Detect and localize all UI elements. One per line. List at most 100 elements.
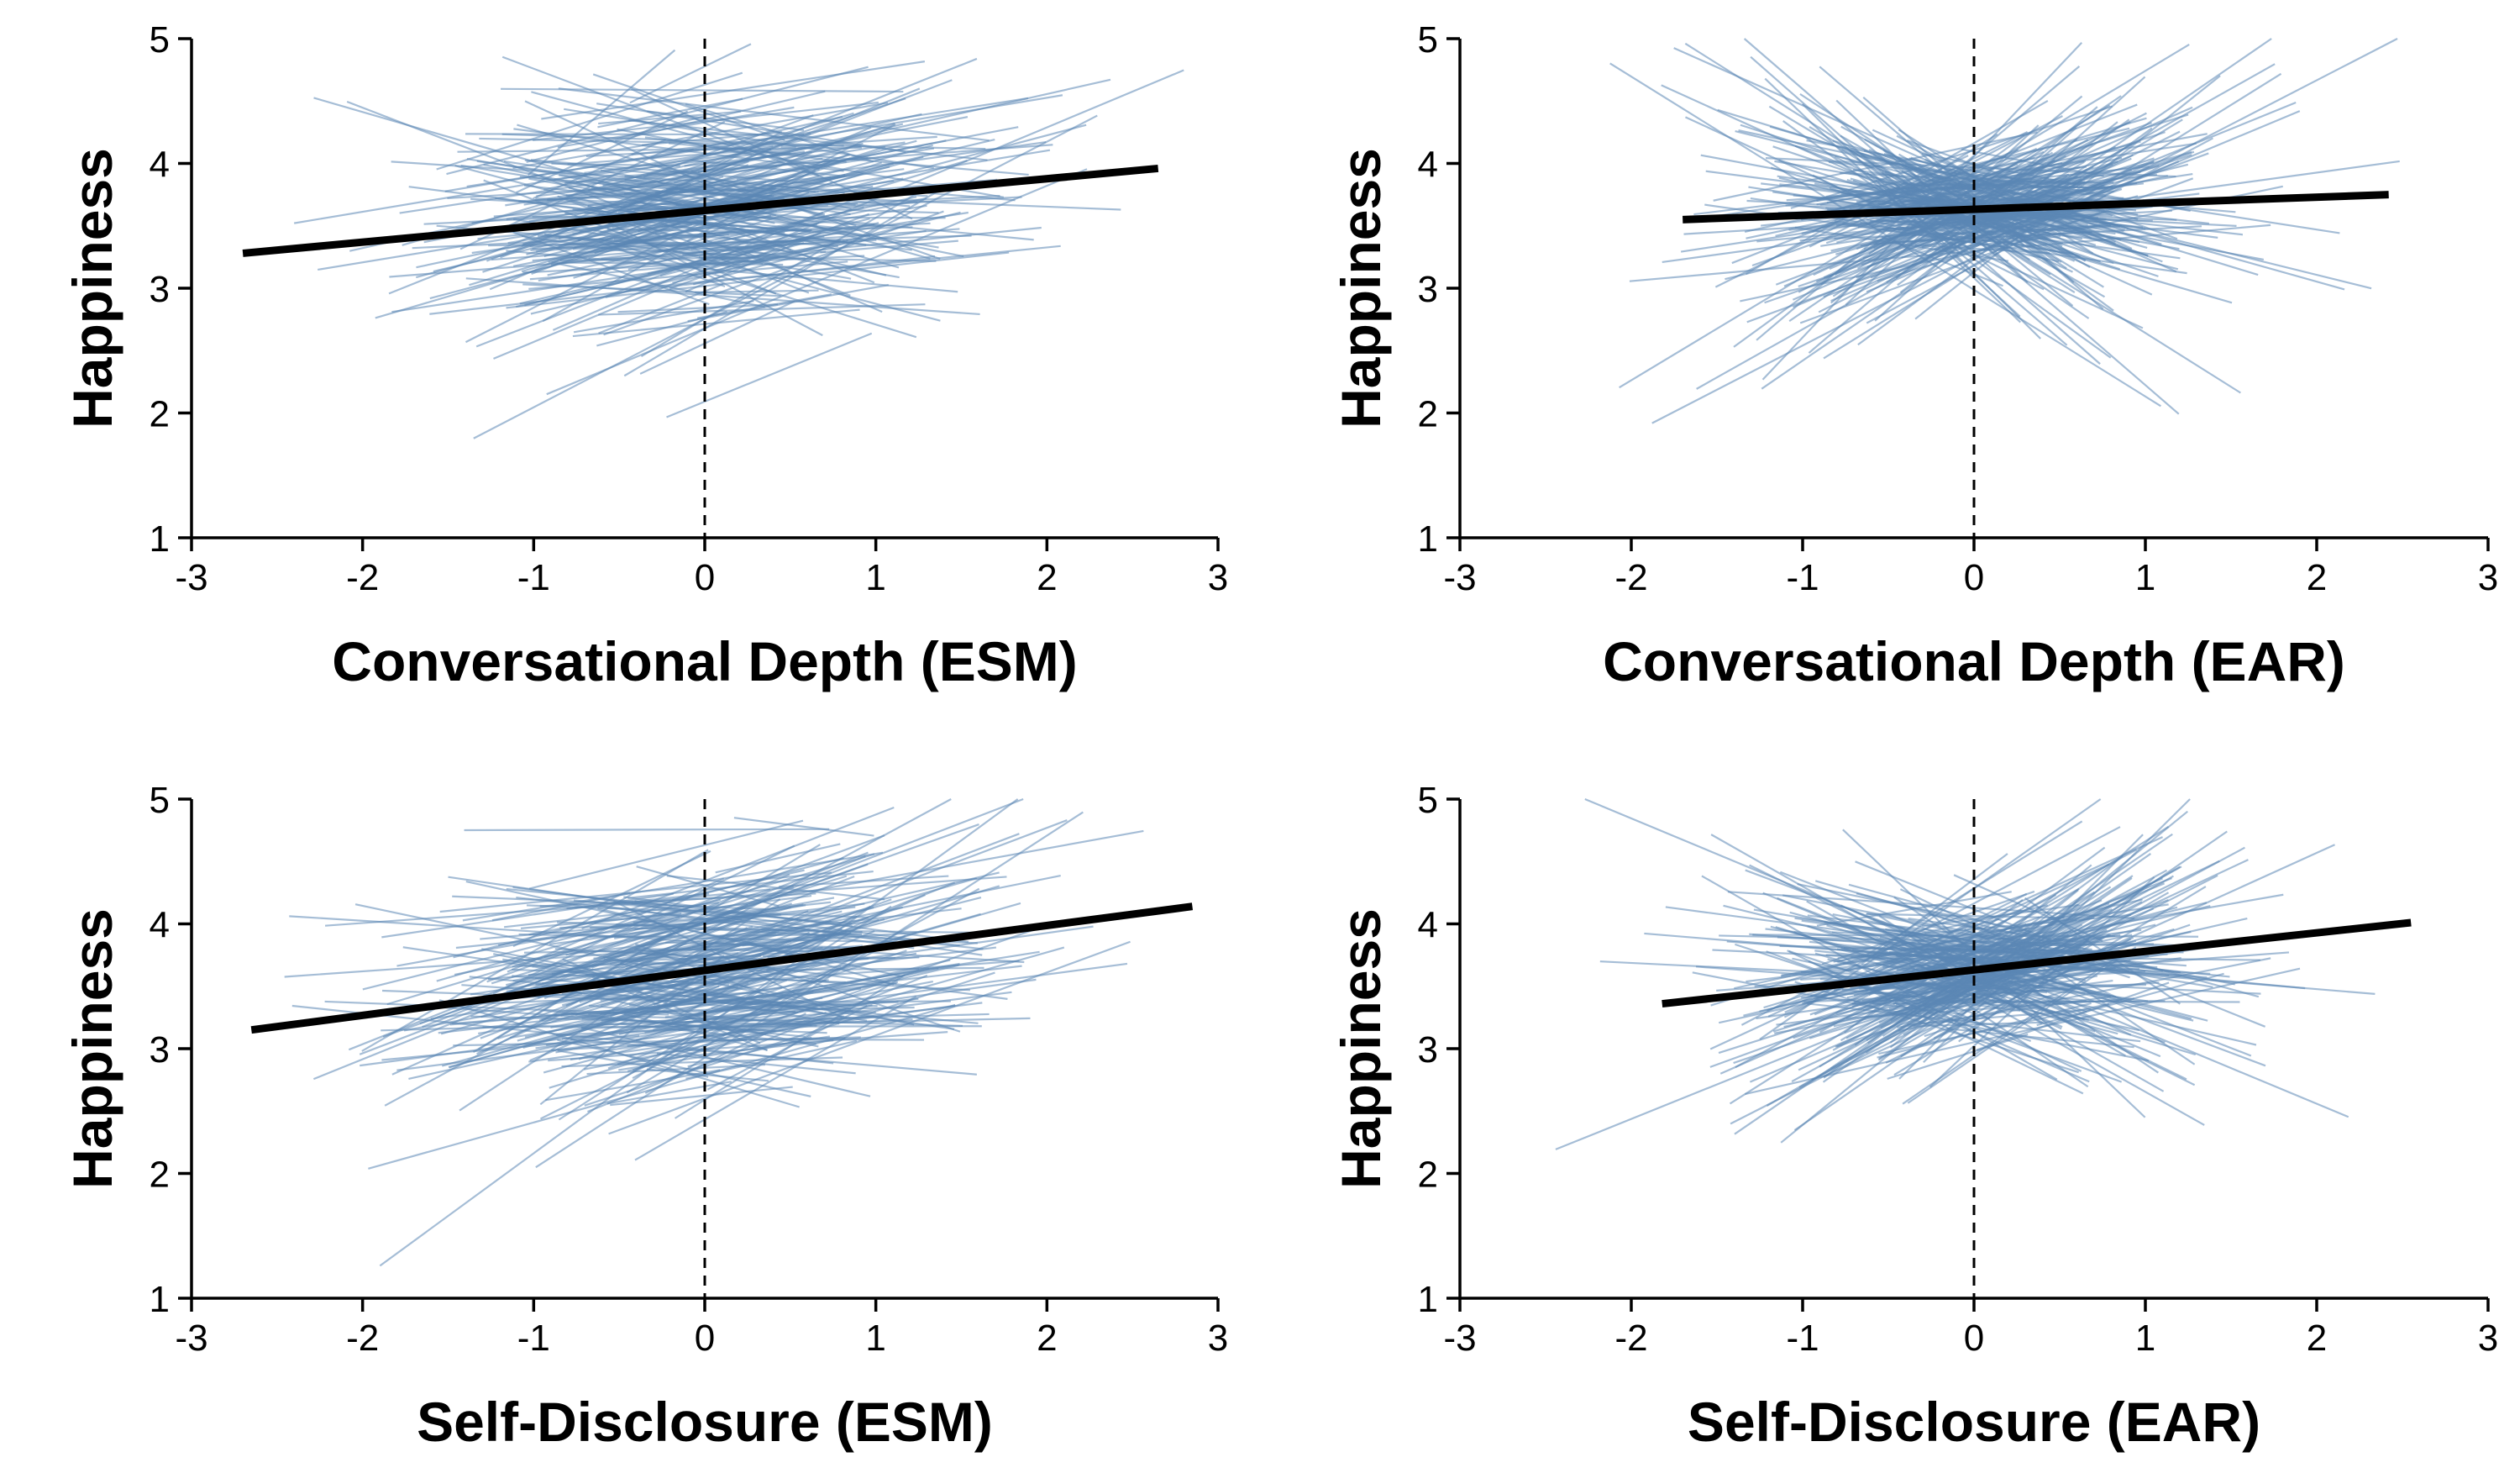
individual-line [711,1001,899,1009]
x-tick-label: -2 [346,557,379,598]
average-trend-line [250,902,1194,1034]
individual-line [1766,950,2123,1083]
x-tick-label: 1 [865,557,885,598]
individual-line [545,1069,721,1102]
individual-line [601,950,1040,1023]
panel-4: -3 -2 -1 0 1 2 3 1 2 3 4 5 Self-Disclosure (EAR) Happ… [1330,780,2498,1453]
individual-line [570,1004,956,1061]
panel-1: -3 -2 -1 0 1 2 3 1 2 3 4 5 Conversational Depth (ESM… [61,19,1228,692]
individual-line [1852,169,2045,198]
individual-line [550,952,917,1028]
individual-line [1889,956,2036,960]
individual-line [532,246,696,262]
x-axis-title: Self-Disclosure (ESM) [417,1391,993,1453]
individual-line [1866,218,2060,263]
individual-line [549,918,743,945]
individual-line [521,155,924,273]
x-tick-label: -2 [346,1318,379,1359]
individual-line [518,933,895,944]
individual-line [672,869,805,902]
individual-line [580,1026,871,1097]
y-tick-label: 2 [150,394,170,435]
individual-line [293,94,1063,224]
individual-line [1696,63,2276,390]
x-tick-label: 2 [1037,1318,1057,1359]
individual-line [1770,925,2062,1006]
y-tick-label: 2 [150,1155,170,1196]
individual-line [608,940,1131,1135]
individual-line [592,73,785,141]
individual-line [1906,139,2178,240]
individual-line [1555,907,2155,1150]
individual-lines [1609,38,2400,424]
individual-line [512,886,960,947]
individual-line [1845,997,2134,1020]
individual-line [402,946,955,1030]
individual-line [523,157,823,206]
individual-line [1845,887,2145,1039]
individual-line [412,222,931,250]
individual-line [465,277,980,316]
y-axis-title: Happiness [1330,908,1392,1189]
individual-line [557,262,765,308]
x-tick-label: -1 [1786,1318,1819,1359]
individual-line [429,124,1087,300]
x-tick-label: -2 [1614,1318,1647,1359]
individual-line [533,138,667,200]
individual-line [1834,104,2111,276]
y-tick-label: 3 [1418,1029,1438,1071]
x-tick-label: -3 [1443,1318,1476,1359]
y-tick-label: 4 [150,145,170,186]
individual-lines [293,43,1184,439]
y-tick-label: 3 [150,269,170,310]
x-tick-label: -2 [1614,557,1647,598]
individual-line [452,895,767,911]
y-tick-label: 4 [1418,905,1438,946]
individual-line [1692,971,2150,1062]
individual-line [596,103,906,153]
individual-line [1855,860,2266,1028]
individual-line [346,100,851,297]
individual-line [528,177,939,249]
individual-line [522,981,749,1050]
x-tick-label: 1 [2135,1318,2155,1359]
individual-line [1961,148,2104,177]
individual-line [543,967,930,1074]
individual-line [1738,129,2139,216]
y-tick-label: 2 [1418,1155,1438,1196]
individual-line [557,195,810,294]
average-trend-line [1662,918,2412,1008]
individual-line [436,853,875,982]
y-tick-label: 1 [1418,518,1438,560]
individual-line [582,877,978,992]
individual-line [624,144,1053,177]
individual-line [1903,877,2133,1036]
individual-line [1759,798,2102,1040]
individual-line [587,974,928,1113]
individual-line [606,961,817,992]
individual-line [647,110,805,132]
individual-line [1857,209,2172,229]
individual-line [1887,1033,2029,1080]
x-tick-label: 3 [1208,557,1228,598]
individual-line [1768,105,2051,276]
individual-lines [284,797,1144,1267]
individual-line [528,819,804,890]
individual-line [554,144,832,181]
individual-line [449,902,1021,1069]
individual-line [695,289,819,294]
individual-line [646,1068,769,1082]
individual-line [687,1036,812,1068]
x-tick-label: 2 [2307,1318,2327,1359]
x-tick-label: 3 [1208,1318,1228,1359]
x-tick-label: 3 [2478,557,2498,598]
x-tick-label: 0 [695,557,715,598]
individual-line [1743,38,2180,415]
individual-line [462,851,884,922]
individual-line [379,798,1019,1267]
individual-line [626,965,842,1094]
x-axis-title: Conversational Depth (ESM) [332,630,1077,692]
x-tick-label: 3 [2478,1318,2498,1359]
individual-line [519,234,815,305]
individual-line [1803,987,2082,1003]
